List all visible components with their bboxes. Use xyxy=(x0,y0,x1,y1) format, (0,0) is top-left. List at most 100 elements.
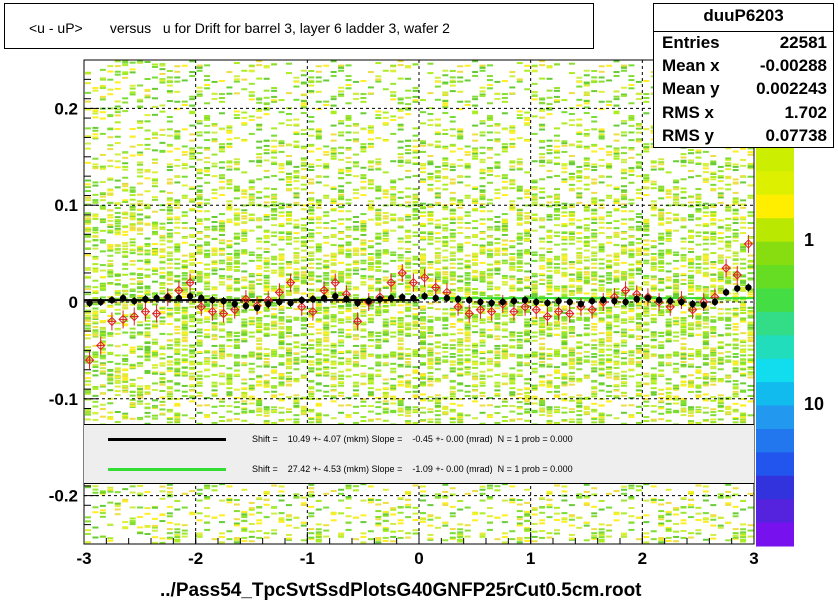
heatmap-cell xyxy=(367,266,374,269)
heatmap-cell xyxy=(196,535,203,538)
heatmap-cell xyxy=(397,353,404,356)
heatmap-cell xyxy=(323,359,330,362)
heatmap-cell xyxy=(174,328,181,331)
heatmap-cell xyxy=(166,390,173,393)
heatmap-cell xyxy=(338,492,345,495)
heatmap-cell xyxy=(405,159,412,162)
heatmap-cell xyxy=(181,211,188,214)
heatmap-cell xyxy=(181,324,188,327)
heatmap-cell xyxy=(293,280,300,283)
heatmap-cell xyxy=(308,216,315,219)
heatmap-cell xyxy=(263,237,270,240)
heatmap-cell xyxy=(256,296,263,299)
heatmap-cell xyxy=(390,82,397,85)
heatmap-cell xyxy=(323,197,330,200)
heatmap-cell xyxy=(219,329,225,332)
heatmap-cell xyxy=(300,74,307,77)
heatmap-cell xyxy=(152,300,158,303)
heatmap-cell xyxy=(360,80,367,83)
heatmap-cell xyxy=(144,386,151,389)
heatmap-cell xyxy=(189,376,196,379)
heatmap-cell xyxy=(99,221,106,224)
heatmap-cell xyxy=(196,94,203,97)
heatmap-cell xyxy=(278,384,285,387)
heatmap-cell xyxy=(300,319,307,322)
heatmap-cell xyxy=(152,113,158,116)
heatmap-cell xyxy=(271,86,278,89)
heatmap-cell xyxy=(263,169,270,172)
heatmap-cell xyxy=(263,516,270,519)
heatmap-cell xyxy=(196,169,203,172)
heatmap-cell xyxy=(174,531,181,534)
heatmap-cell xyxy=(181,145,188,148)
heatmap-cell xyxy=(315,199,322,202)
heatmap-cell xyxy=(300,256,307,259)
heatmap-cell xyxy=(85,350,91,353)
heatmap-cell xyxy=(382,528,389,531)
heatmap-cell xyxy=(256,259,263,262)
heatmap-cell xyxy=(204,252,211,255)
heatmap-cell xyxy=(293,358,300,361)
heatmap-cell xyxy=(181,328,188,331)
heatmap-cell xyxy=(114,251,121,254)
heatmap-cell xyxy=(122,73,129,76)
heatmap-cell xyxy=(166,216,173,219)
heatmap-cell xyxy=(174,100,181,103)
heatmap-cell xyxy=(271,421,278,424)
heatmap-cell xyxy=(405,96,412,99)
heatmap-cell xyxy=(241,387,248,390)
heatmap-cell xyxy=(181,359,188,362)
heatmap-cell xyxy=(85,276,91,279)
heatmap-cell xyxy=(144,285,151,288)
heatmap-cell xyxy=(114,245,121,248)
heatmap-cell xyxy=(144,177,151,180)
heatmap-cell xyxy=(256,322,263,325)
heatmap-cell xyxy=(345,198,352,201)
heatmap-cell xyxy=(271,156,278,159)
heatmap-cell xyxy=(338,532,345,535)
heatmap-cell xyxy=(99,269,106,272)
heatmap-cell xyxy=(397,333,404,336)
heatmap-cell xyxy=(323,194,330,197)
heatmap-cell xyxy=(390,507,397,510)
heatmap-cell xyxy=(323,395,330,398)
heatmap-cell xyxy=(263,352,270,355)
heatmap-cell xyxy=(323,390,330,393)
heatmap-cell xyxy=(397,125,404,128)
heatmap-cell xyxy=(420,150,426,153)
heatmap-cell xyxy=(152,182,158,185)
heatmap-cell xyxy=(241,69,248,72)
heatmap-cell xyxy=(412,149,419,152)
heatmap-cell xyxy=(412,317,419,320)
heatmap-cell xyxy=(397,409,404,412)
heatmap-cell xyxy=(129,303,136,306)
heatmap-cell xyxy=(181,284,188,287)
heatmap-cell xyxy=(248,213,255,216)
heatmap-cell xyxy=(382,354,389,357)
heatmap-cell xyxy=(159,541,166,544)
heatmap-cell xyxy=(248,367,255,370)
heatmap-cell xyxy=(241,354,248,357)
heatmap-cell xyxy=(219,224,225,227)
heatmap-cell xyxy=(382,408,389,411)
heatmap-cell xyxy=(360,499,367,502)
heatmap-cell xyxy=(375,288,382,291)
heatmap-cell xyxy=(107,332,114,335)
heatmap-cell xyxy=(137,396,144,399)
heatmap-cell xyxy=(382,217,389,220)
heatmap-cell xyxy=(99,320,106,323)
heatmap-cell xyxy=(174,221,181,224)
heatmap-cell xyxy=(159,275,166,278)
heatmap-cell xyxy=(152,230,158,233)
heatmap-cell xyxy=(226,393,233,396)
heatmap-cell xyxy=(166,283,173,286)
heatmap-cell xyxy=(85,520,91,523)
heatmap-cell xyxy=(85,240,91,243)
heatmap-cell xyxy=(233,401,240,404)
heatmap-cell xyxy=(323,167,330,170)
heatmap-cell xyxy=(256,519,263,522)
heatmap-cell xyxy=(233,62,240,65)
heatmap-cell xyxy=(174,199,181,202)
heatmap-cell xyxy=(278,319,285,322)
heatmap-cell xyxy=(338,197,345,200)
